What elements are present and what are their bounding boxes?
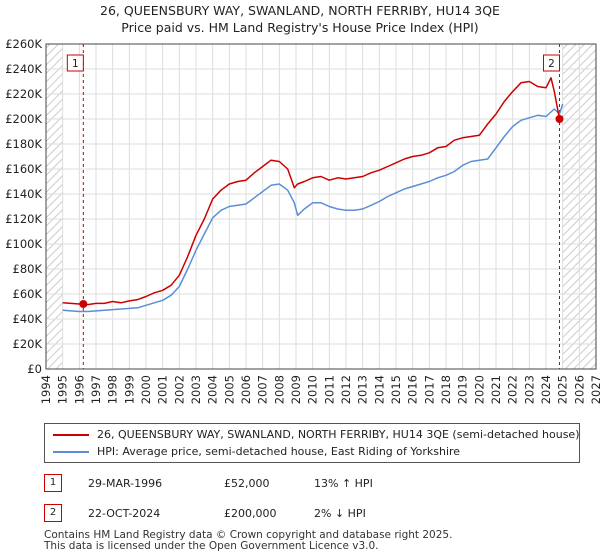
sale-number: 2 <box>44 504 62 522</box>
x-tick-label: 2018 <box>439 375 453 404</box>
x-tick-label: 2024 <box>539 375 553 404</box>
x-tick-label: 1997 <box>89 375 103 404</box>
sale-marker-box <box>66 54 84 72</box>
sale-price: £200,000 <box>224 507 277 520</box>
x-tick-label: 2004 <box>206 375 220 404</box>
sale-hpi-diff: 13% ↑ HPI <box>314 477 373 490</box>
x-tick-label: 2027 <box>589 375 600 404</box>
x-tick-label: 2002 <box>172 375 186 404</box>
x-tick-label: 1999 <box>122 375 136 404</box>
x-tick-label: 2010 <box>306 375 320 404</box>
sale-number: 1 <box>44 474 62 492</box>
x-tick-label: 1995 <box>56 375 70 404</box>
y-tick-label: £180K <box>5 137 42 151</box>
x-tick-label: 2001 <box>156 375 170 404</box>
legend-label-hpi: HPI: Average price, semi-detached house,… <box>97 445 461 458</box>
x-tick-label: 2026 <box>572 375 586 404</box>
x-tick-label: 2007 <box>256 375 270 404</box>
y-tick-label: £160K <box>5 162 42 176</box>
hatched-region-before <box>46 44 63 369</box>
y-tick-label: £200K <box>5 112 42 126</box>
y-tick-label: £220K <box>5 87 42 101</box>
x-tick-label: 2020 <box>472 375 486 404</box>
sale-marker-label: 1 <box>72 58 79 70</box>
footer-licence: This data is licensed under the Open Gov… <box>44 540 379 552</box>
sale-marker-label: 2 <box>548 58 555 70</box>
x-tick-label: 2023 <box>522 375 536 404</box>
x-tick-label: 2003 <box>189 375 203 404</box>
x-tick-label: 2015 <box>389 375 403 404</box>
chart-title: 26, QUEENSBURY WAY, SWANLAND, NORTH FERR… <box>100 3 500 18</box>
y-tick-label: £140K <box>5 187 42 201</box>
legend-label-property: 26, QUEENSBURY WAY, SWANLAND, NORTH FERR… <box>97 428 580 441</box>
sale-date: 22-OCT-2024 <box>88 507 161 520</box>
x-tick-label: 2012 <box>339 375 353 404</box>
x-tick-label: 1998 <box>106 375 120 404</box>
x-tick-label: 1994 <box>39 375 53 404</box>
y-tick-label: £100K <box>5 237 42 251</box>
plot-area <box>46 44 596 369</box>
x-tick-label: 2019 <box>456 375 470 404</box>
x-tick-label: 2000 <box>139 375 153 404</box>
legend-swatch-hpi <box>53 451 89 453</box>
sale-price: £52,000 <box>224 477 270 490</box>
y-tick-label: £40K <box>13 312 43 326</box>
x-tick-label: 2011 <box>322 375 336 404</box>
hpi-line <box>62 103 564 313</box>
y-tick-label: £20K <box>13 337 43 351</box>
y-tick-label: £120K <box>5 212 42 226</box>
y-tick-label: £260K <box>5 37 42 51</box>
footer-copyright: Contains HM Land Registry data © Crown c… <box>44 529 453 541</box>
x-tick-label: 2021 <box>489 375 503 404</box>
x-tick-label: 2016 <box>406 375 420 404</box>
x-tick-label: 2009 <box>289 375 303 404</box>
x-tick-label: 2008 <box>272 375 286 404</box>
y-tick-label: £80K <box>13 262 43 276</box>
property-price-line <box>62 77 564 306</box>
y-tick-label: £60K <box>13 287 43 301</box>
sale-point <box>79 300 88 308</box>
x-tick-label: 1996 <box>72 375 86 404</box>
x-tick-label: 2006 <box>239 375 253 404</box>
sale-hpi-diff: 2% ↓ HPI <box>314 507 366 520</box>
sale-marker-box <box>543 54 560 72</box>
x-tick-label: 2005 <box>222 375 236 404</box>
legend-swatch-property <box>53 434 89 436</box>
x-tick-label: 2014 <box>372 375 386 404</box>
y-tick-label: £240K <box>5 62 42 76</box>
x-tick-label: 2022 <box>506 375 520 404</box>
y-tick-label: £0 <box>27 362 42 376</box>
plot-frame <box>45 43 597 370</box>
x-tick-label: 2025 <box>556 375 570 404</box>
x-tick-label: 2013 <box>356 375 370 404</box>
sale-date: 29-MAR-1996 <box>88 477 163 490</box>
x-tick-label: 2017 <box>422 375 436 404</box>
sale-point <box>555 115 564 123</box>
price-chart: £0 £20K £40K £60K £80K £100K £120K £140K £160K £1… <box>5 37 600 404</box>
legend: 26, QUEENSBURY WAY, SWANLAND, NORTH FERR… <box>44 423 580 463</box>
chart-subtitle: Price paid vs. HM Land Registry's House … <box>121 20 479 35</box>
footer: Contains HM Land Registry data © Crown c… <box>44 530 452 552</box>
